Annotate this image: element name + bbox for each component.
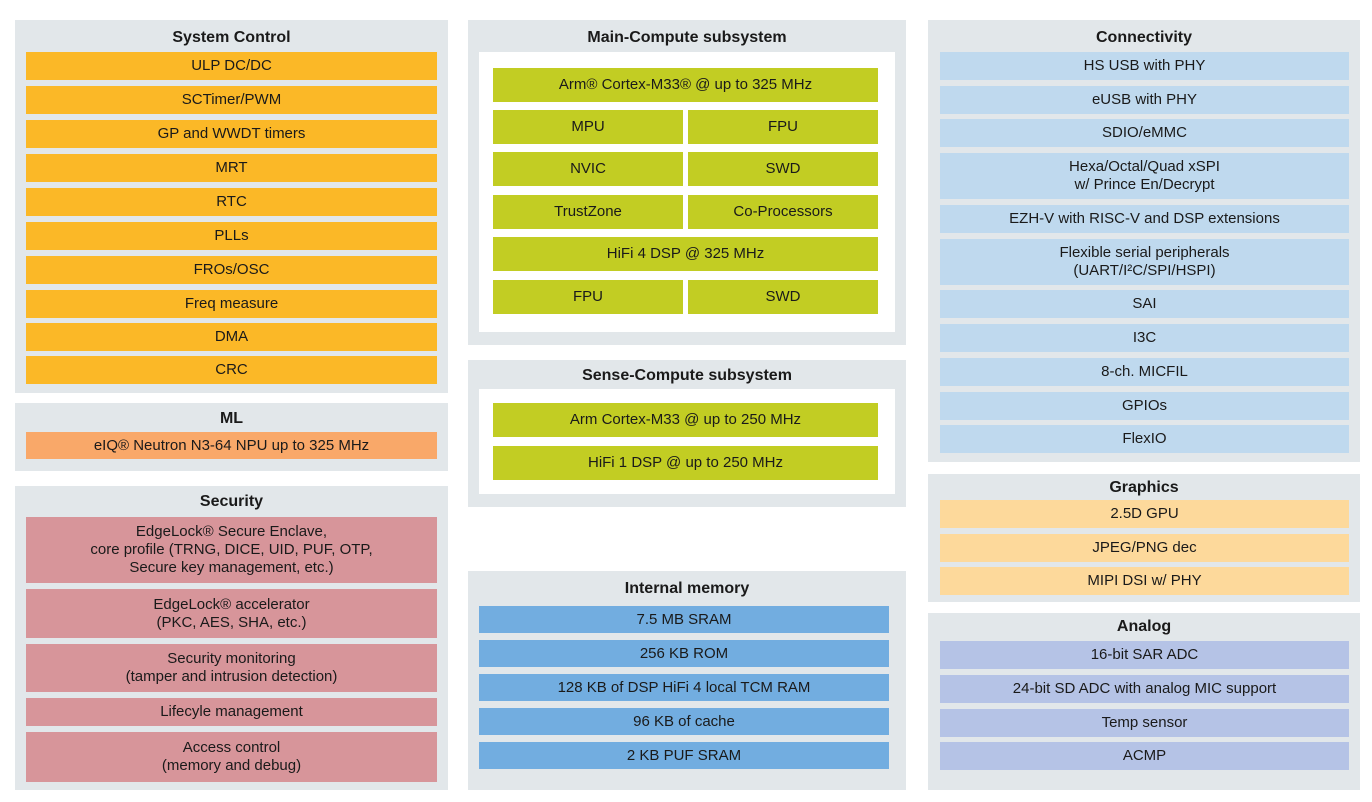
- memory-item: 128 KB of DSP HiFi 4 local TCM RAM: [479, 674, 889, 701]
- main-compute-title: Main-Compute subsystem: [587, 29, 787, 46]
- analog-item: 16-bit SAR ADC: [940, 641, 1349, 669]
- memory-item: 2 KB PUF SRAM: [479, 742, 889, 769]
- connectivity-item: GPIOs: [940, 392, 1349, 420]
- system-control-item: MRT: [26, 154, 437, 182]
- sense-compute-title: Sense-Compute subsystem: [582, 367, 792, 384]
- lifecycle-management-block: Lifecyle management: [26, 698, 437, 726]
- memory-item: 96 KB of cache: [479, 708, 889, 735]
- security-title: Security: [199, 493, 264, 510]
- sense-compute-inner: Arm Cortex-M33 @ up to 250 MHz HiFi 1 DS…: [479, 389, 895, 494]
- sense-core-block: Arm Cortex-M33 @ up to 250 MHz: [493, 403, 878, 437]
- system-control-item: CRC: [26, 356, 437, 384]
- system-control-item: PLLs: [26, 222, 437, 250]
- hifi4-dsp-block: HiFi 4 DSP @ 325 MHz: [493, 237, 878, 271]
- connectivity-item: eUSB with PHY: [940, 86, 1349, 114]
- graphics-item: JPEG/PNG dec: [940, 534, 1349, 562]
- access-control-block: Access control (memory and debug): [26, 732, 437, 782]
- ml-title: ML: [219, 410, 244, 427]
- connectivity-item: Flexible serial peripherals (UART/I²C/SP…: [940, 239, 1349, 285]
- mpu-block: MPU: [493, 110, 683, 144]
- connectivity-item: 8-ch. MICFIL: [940, 358, 1349, 386]
- main-core-block: Arm® Cortex-M33® @ up to 325 MHz: [493, 68, 878, 102]
- swd-block: SWD: [688, 152, 878, 186]
- graphics-item: 2.5D GPU: [940, 500, 1349, 528]
- edgelock-accelerator-block: EdgeLock® accelerator (PKC, AES, SHA, et…: [26, 589, 437, 638]
- analog-title: Analog: [1116, 618, 1172, 635]
- system-control-item: Freq measure: [26, 290, 437, 318]
- sense-compute-panel: Sense-Compute subsystem Arm Cortex-M33 @…: [468, 360, 906, 507]
- connectivity-title: Connectivity: [1095, 29, 1192, 46]
- internal-memory-panel: Internal memory 7.5 MB SRAM 256 KB ROM 1…: [468, 571, 906, 790]
- secure-enclave-block: EdgeLock® Secure Enclave, core profile (…: [26, 517, 437, 583]
- hifi1-dsp-block: HiFi 1 DSP @ up to 250 MHz: [493, 446, 878, 480]
- connectivity-item: SAI: [940, 290, 1349, 318]
- analog-item: Temp sensor: [940, 709, 1349, 737]
- system-control-panel: System Control ULP DC/DC SCTimer/PWM GP …: [15, 20, 448, 393]
- connectivity-panel: Connectivity HS USB with PHY eUSB with P…: [928, 20, 1360, 462]
- analog-item: 24-bit SD ADC with analog MIC support: [940, 675, 1349, 703]
- dsp-swd-block: SWD: [688, 280, 878, 314]
- dsp-fpu-block: FPU: [493, 280, 683, 314]
- connectivity-item: I3C: [940, 324, 1349, 352]
- connectivity-item: SDIO/eMMC: [940, 119, 1349, 147]
- main-compute-panel: Main-Compute subsystem Arm® Cortex-M33® …: [468, 20, 906, 345]
- connectivity-item: FlexIO: [940, 425, 1349, 453]
- nvic-block: NVIC: [493, 152, 683, 186]
- graphics-title: Graphics: [1109, 479, 1179, 496]
- graphics-item: MIPI DSI w/ PHY: [940, 567, 1349, 595]
- memory-item: 256 KB ROM: [479, 640, 889, 667]
- system-control-item: SCTimer/PWM: [26, 86, 437, 114]
- npu-block: eIQ® Neutron N3-64 NPU up to 325 MHz: [26, 432, 437, 459]
- system-control-item: ULP DC/DC: [26, 52, 437, 80]
- security-panel: Security EdgeLock® Secure Enclave, core …: [15, 486, 448, 790]
- fpu-block: FPU: [688, 110, 878, 144]
- graphics-panel: Graphics 2.5D GPU JPEG/PNG dec MIPI DSI …: [928, 474, 1360, 602]
- connectivity-item: Hexa/Octal/Quad xSPI w/ Prince En/Decryp…: [940, 153, 1349, 199]
- connectivity-item: EZH-V with RISC-V and DSP extensions: [940, 205, 1349, 233]
- main-compute-inner: Arm® Cortex-M33® @ up to 325 MHz MPU FPU…: [479, 52, 895, 332]
- system-control-item: DMA: [26, 323, 437, 351]
- security-monitoring-block: Security monitoring (tamper and intrusio…: [26, 644, 437, 692]
- system-control-item: RTC: [26, 188, 437, 216]
- trustzone-block: TrustZone: [493, 195, 683, 229]
- internal-memory-title: Internal memory: [624, 580, 750, 597]
- ml-panel: ML eIQ® Neutron N3-64 NPU up to 325 MHz: [15, 403, 448, 471]
- system-control-item: GP and WWDT timers: [26, 120, 437, 148]
- analog-panel: Analog 16-bit SAR ADC 24-bit SD ADC with…: [928, 613, 1360, 790]
- analog-item: ACMP: [940, 742, 1349, 770]
- system-control-title: System Control: [172, 29, 291, 46]
- connectivity-item: HS USB with PHY: [940, 52, 1349, 80]
- coprocessors-block: Co-Processors: [688, 195, 878, 229]
- system-control-item: FROs/OSC: [26, 256, 437, 284]
- memory-item: 7.5 MB SRAM: [479, 606, 889, 633]
